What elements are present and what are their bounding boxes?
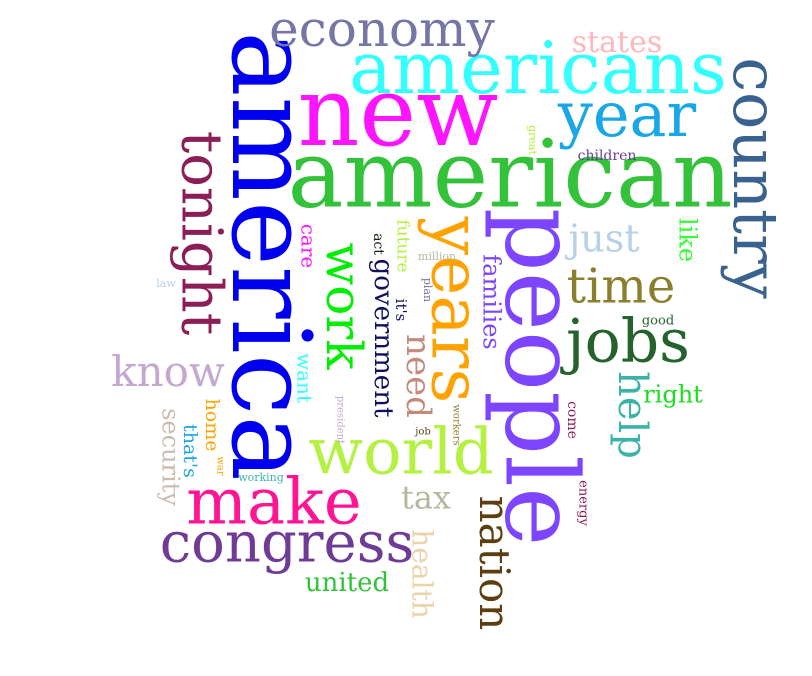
word-world: world	[308, 416, 493, 490]
word-know: know	[111, 347, 225, 396]
word-congress: congress	[160, 511, 414, 576]
word-plan: plan	[421, 278, 434, 302]
word-war: war	[215, 456, 226, 476]
word-americans: americans	[349, 26, 727, 110]
word-workers: workers	[451, 404, 462, 445]
word-working: working	[238, 471, 284, 484]
word-it-s: it's	[392, 299, 410, 322]
word-work: work	[315, 242, 373, 370]
word-job: job	[414, 427, 431, 438]
word-jobs: jobs	[560, 307, 690, 377]
word-energy: energy	[576, 480, 591, 526]
word-american: american	[287, 120, 732, 229]
word-need: need	[398, 334, 438, 418]
word-right: right	[643, 381, 703, 409]
word-health: health	[406, 529, 439, 619]
word-people: people	[482, 208, 599, 547]
word-million: million	[418, 250, 456, 263]
word-new: new	[298, 56, 499, 168]
word-come: come	[564, 401, 580, 439]
word-future: future	[393, 219, 413, 272]
word-states: states	[572, 25, 663, 60]
word-america: america	[207, 31, 335, 481]
word-years: years	[416, 216, 495, 404]
word-president: president	[335, 396, 346, 444]
word-families: families	[478, 254, 506, 350]
word-care: care	[297, 224, 321, 269]
word-like: like	[674, 218, 702, 262]
word-year: year	[557, 78, 697, 151]
word-act: act	[370, 233, 386, 255]
word-good: good	[642, 314, 674, 329]
word-economy: economy	[269, 0, 495, 58]
word-law: law	[156, 277, 176, 290]
word-that-s: that's	[179, 424, 201, 478]
word-children: children	[578, 148, 637, 164]
word-want: want	[293, 353, 317, 403]
word-country: country	[719, 57, 792, 299]
word-time: time	[567, 259, 676, 315]
word-help: help	[609, 371, 655, 459]
word-tax: tax	[401, 479, 451, 517]
word-tonight: tonight	[169, 131, 234, 336]
word-great: great	[526, 125, 539, 155]
word-just: just	[564, 217, 639, 261]
word-security: security	[157, 408, 185, 506]
word-nation: nation	[470, 496, 519, 631]
word-home: home	[201, 399, 223, 452]
word-make: make	[186, 466, 362, 540]
word-government: government	[368, 259, 398, 418]
word-united: united	[305, 568, 389, 598]
